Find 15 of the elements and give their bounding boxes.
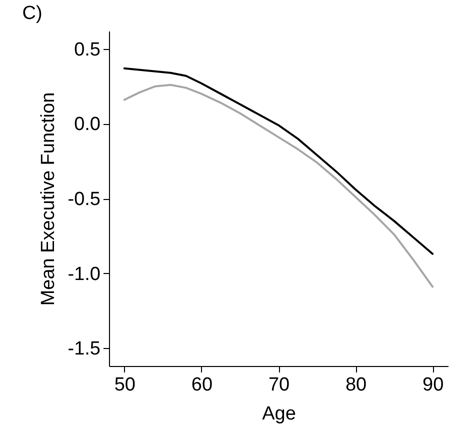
line-series <box>123 84 434 288</box>
y-tick-label: -1.5 <box>68 338 100 360</box>
line-series <box>123 67 434 255</box>
x-tick-label: 50 <box>114 374 136 396</box>
x-axis-title: Age <box>262 404 296 424</box>
x-tick-label: 80 <box>345 374 367 396</box>
y-tick-label: -1.0 <box>68 264 100 285</box>
x-tick-label: 60 <box>191 374 213 396</box>
y-tick-label: -0.5 <box>68 189 100 210</box>
y-tick-label: 0.5 <box>74 39 100 60</box>
x-tick-label: 90 <box>422 374 444 396</box>
chart-title: C) <box>22 3 42 24</box>
y-axis-title: Mean Executive Function <box>38 92 59 306</box>
y-tick-label: 0.0 <box>74 114 100 136</box>
x-tick-label: 70 <box>268 374 290 396</box>
